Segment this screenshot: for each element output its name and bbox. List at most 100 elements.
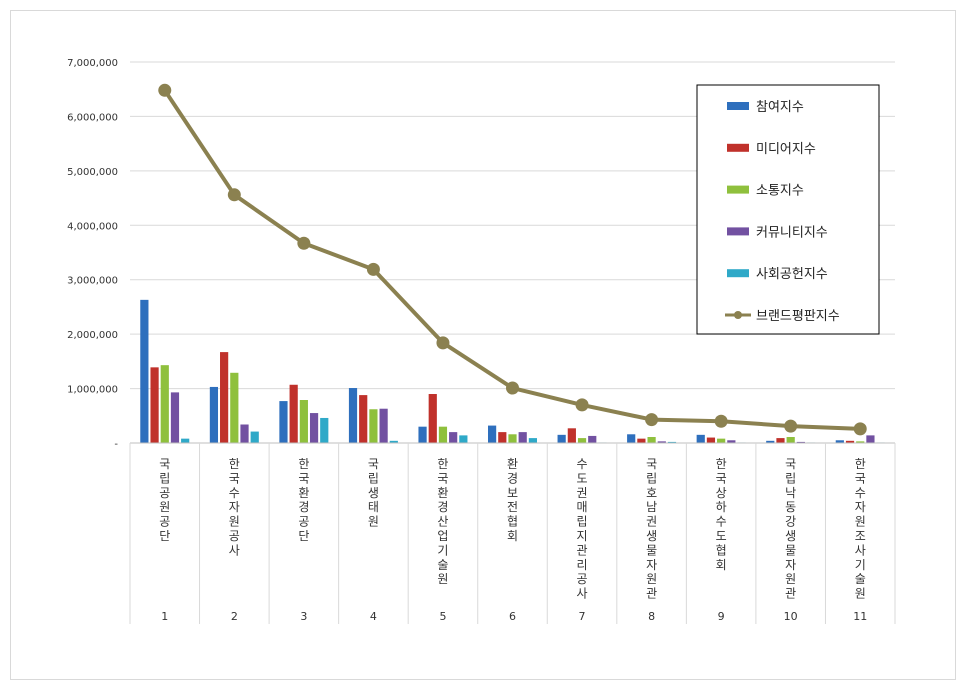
bar-미디어지수-1 — [150, 367, 159, 443]
y-tick-label: 7,000,000 — [67, 58, 118, 69]
bar-참여지수-1 — [140, 299, 149, 443]
brand-index-point-11 — [853, 422, 867, 436]
bar-미디어지수-3 — [289, 384, 298, 443]
rank-label: 11 — [853, 610, 867, 623]
bar-미디어지수-4 — [359, 395, 368, 443]
legend-label: 커뮤니티지수 — [756, 225, 828, 240]
brand-index-point-4 — [366, 262, 380, 276]
bar-소통지수-8 — [647, 437, 656, 443]
legend-line-marker — [734, 311, 742, 319]
brand-index-point-5 — [436, 336, 450, 350]
bar-소통지수-4 — [369, 409, 378, 443]
bar-소통지수-11 — [856, 441, 865, 443]
bar-소통지수-2 — [230, 372, 239, 443]
bar-소통지수-10 — [786, 437, 795, 443]
bar-소통지수-5 — [438, 426, 448, 443]
bar-소통지수-6 — [508, 434, 517, 443]
legend-label: 참여지수 — [756, 100, 804, 115]
legend-label: 사회공헌지수 — [756, 267, 828, 282]
bar-사회공헌지수-4 — [389, 440, 398, 443]
bar-커뮤니티지수-5 — [449, 432, 458, 443]
brand-index-point-3 — [297, 236, 311, 250]
rank-label: 1 — [161, 610, 168, 623]
y-axis: - 1,000,000 2,000,000 3,000,000 4,000,000 5,0… — [67, 58, 118, 450]
brand-index-point-8 — [645, 413, 659, 427]
legend-swatch — [727, 227, 749, 236]
line-series — [158, 83, 867, 436]
bar-소통지수-3 — [299, 400, 308, 443]
y-tick-label: 6,000,000 — [67, 112, 118, 123]
bar-미디어지수-5 — [428, 394, 437, 443]
rank-label: 4 — [370, 610, 377, 623]
bar-미디어지수-7 — [567, 428, 576, 443]
bar-참여지수-2 — [209, 386, 219, 443]
legend-swatch — [727, 269, 749, 278]
brand-index-point-10 — [784, 419, 798, 433]
bar-참여지수-7 — [557, 434, 566, 443]
bar-커뮤니티지수-8 — [657, 441, 666, 443]
x-axis: 국 립 공 원 공 단 1 한 국 수 자 원 공 사 2 한 국 환 경 공 단 3 국 립 생 태 원 4 한 국 환 경 산 업 기 술 원 5 환 경… — [129, 442, 896, 624]
legend-label: 브랜드평판지수 — [756, 309, 840, 324]
bar-사회공헌지수-5 — [459, 435, 468, 443]
bar-커뮤니티지수-10 — [796, 441, 805, 443]
brand-index-point-1 — [158, 83, 172, 97]
rank-label: 3 — [300, 610, 307, 623]
bar-사회공헌지수-1 — [181, 438, 190, 443]
bar-series — [140, 299, 885, 443]
bar-커뮤니티지수-2 — [240, 424, 249, 443]
bar-소통지수-1 — [160, 365, 169, 443]
bar-커뮤니티지수-6 — [518, 432, 527, 443]
bar-커뮤니티지수-11 — [866, 435, 875, 443]
brand-index-point-7 — [575, 398, 589, 412]
bar-참여지수-9 — [696, 434, 705, 443]
bar-사회공헌지수-3 — [320, 417, 329, 443]
legend-swatch — [727, 143, 749, 152]
y-tick-label: 3,000,000 — [67, 276, 118, 287]
bar-사회공헌지수-8 — [667, 441, 677, 443]
bar-참여지수-10 — [766, 440, 775, 443]
bar-커뮤니티지수-7 — [588, 435, 597, 443]
legend-label: 미디어지수 — [756, 142, 816, 157]
bar-미디어지수-11 — [845, 440, 855, 443]
y-tick-label: - — [114, 439, 118, 450]
rank-label: 7 — [579, 610, 586, 623]
bar-소통지수-7 — [577, 438, 587, 443]
bar-미디어지수-6 — [498, 432, 507, 443]
bar-커뮤니티지수-1 — [170, 392, 180, 443]
bar-참여지수-5 — [418, 426, 427, 443]
bar-참여지수-6 — [488, 425, 497, 443]
bar-미디어지수-9 — [706, 437, 716, 443]
rank-label: 8 — [648, 610, 655, 623]
bar-미디어지수-8 — [637, 438, 646, 443]
bar-미디어지수-10 — [776, 438, 785, 443]
rank-label: 6 — [509, 610, 516, 623]
rank-label: 2 — [231, 610, 238, 623]
bar-참여지수-11 — [835, 440, 844, 443]
bar-커뮤니티지수-9 — [727, 440, 736, 443]
rank-label: 5 — [439, 610, 446, 623]
bar-소통지수-9 — [717, 438, 726, 443]
bar-참여지수-3 — [279, 401, 288, 443]
rank-label: 9 — [718, 610, 725, 623]
legend-swatch — [727, 102, 749, 110]
y-tick-label: 1,000,000 — [67, 385, 118, 396]
bar-참여지수-8 — [627, 434, 636, 443]
bar-사회공헌지수-6 — [528, 438, 537, 443]
bar-커뮤니티지수-4 — [379, 408, 388, 443]
brand-index-point-2 — [227, 188, 241, 202]
bar-미디어지수-2 — [220, 352, 229, 443]
y-tick-label: 2,000,000 — [67, 330, 118, 341]
brand-index-point-9 — [714, 414, 728, 428]
brand-index-point-6 — [506, 381, 519, 395]
